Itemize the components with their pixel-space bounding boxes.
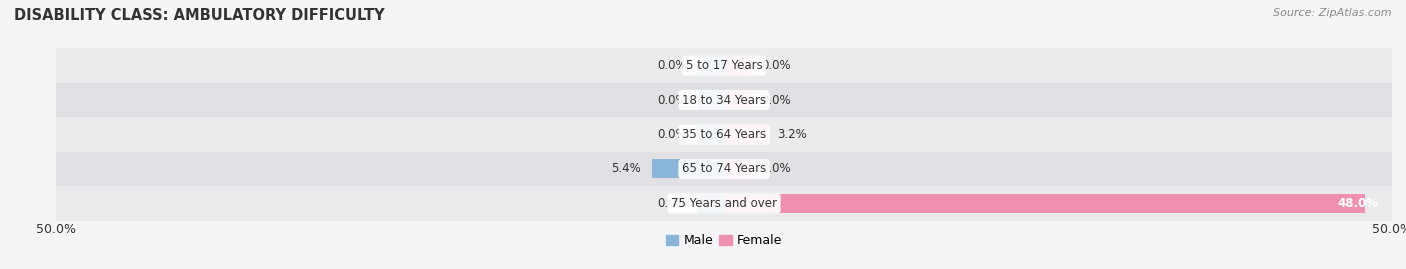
- Bar: [724, 160, 751, 178]
- Text: 18 to 34 Years: 18 to 34 Years: [682, 94, 766, 107]
- Text: 48.0%: 48.0%: [1337, 197, 1379, 210]
- Text: 0.0%: 0.0%: [762, 94, 792, 107]
- Text: 35 to 64 Years: 35 to 64 Years: [682, 128, 766, 141]
- Bar: [724, 56, 751, 75]
- Bar: [56, 117, 1392, 152]
- Text: DISABILITY CLASS: AMBULATORY DIFFICULTY: DISABILITY CLASS: AMBULATORY DIFFICULTY: [14, 8, 385, 23]
- Text: 0.0%: 0.0%: [657, 59, 686, 72]
- Text: 0.0%: 0.0%: [762, 162, 792, 175]
- Bar: [697, 56, 724, 75]
- Bar: [724, 125, 766, 144]
- Bar: [56, 48, 1392, 83]
- Text: Source: ZipAtlas.com: Source: ZipAtlas.com: [1274, 8, 1392, 18]
- Text: 65 to 74 Years: 65 to 74 Years: [682, 162, 766, 175]
- Bar: [697, 125, 724, 144]
- Text: 5.4%: 5.4%: [612, 162, 641, 175]
- Bar: [697, 194, 724, 213]
- Bar: [652, 160, 724, 178]
- Text: 75 Years and over: 75 Years and over: [671, 197, 778, 210]
- Bar: [697, 91, 724, 109]
- Bar: [56, 83, 1392, 117]
- Text: 0.0%: 0.0%: [762, 59, 792, 72]
- Legend: Male, Female: Male, Female: [661, 229, 787, 252]
- Text: 0.0%: 0.0%: [657, 128, 686, 141]
- Text: 5 to 17 Years: 5 to 17 Years: [686, 59, 762, 72]
- Text: 0.0%: 0.0%: [657, 197, 686, 210]
- Bar: [724, 91, 751, 109]
- Bar: [56, 186, 1392, 221]
- Bar: [724, 194, 1365, 213]
- Text: 3.2%: 3.2%: [778, 128, 807, 141]
- Bar: [56, 152, 1392, 186]
- Text: 0.0%: 0.0%: [657, 94, 686, 107]
